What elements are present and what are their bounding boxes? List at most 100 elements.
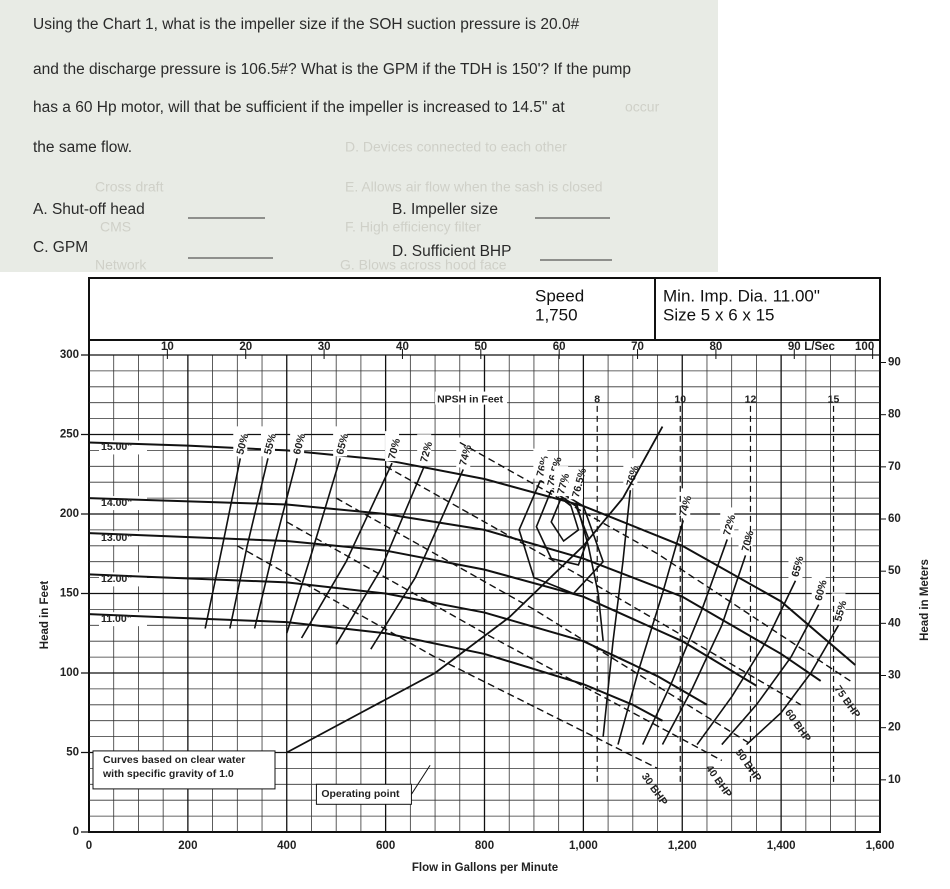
- answer-label: B. Impeller size: [392, 201, 498, 218]
- impeller-curve: [88, 573, 708, 706]
- efficiency-label: 76%: [624, 464, 641, 488]
- impeller-curve: [88, 532, 757, 687]
- bhp-line: [459, 441, 851, 682]
- label-bg: [788, 548, 803, 579]
- callout-leader: [410, 764, 431, 795]
- top-tick-label: 90: [788, 341, 801, 353]
- x-axis-title: Flow in Gallons per Minute: [412, 862, 558, 874]
- top-tick-label: 80: [710, 341, 723, 353]
- bleed-text: CMS: [100, 219, 131, 235]
- efficiency-curve: [535, 489, 590, 566]
- label-bg: [417, 434, 432, 465]
- efficiency-curve: [285, 458, 341, 634]
- efficiency-curve: [253, 458, 298, 629]
- y2-tick-label: 20: [888, 722, 901, 734]
- efficiency-curve: [745, 624, 840, 746]
- impeller-label: 14.00": [101, 497, 132, 509]
- efficiency-curve: [204, 458, 242, 629]
- x-tick-label: 400: [277, 840, 296, 852]
- bleed-text: G. Blows across hood face: [340, 257, 507, 273]
- label-bg: [554, 466, 569, 497]
- plot: 0 200 400 600 800 1,000 1,200 1,400 1,600 0 50 100 1…: [60, 341, 901, 852]
- efficiency-label: 70%: [386, 437, 403, 461]
- y2-tick-label: 50: [888, 565, 901, 577]
- question-line: has a 60 Hp motor, will that be sufficie…: [33, 99, 565, 116]
- npsh-label: 15: [828, 393, 840, 405]
- note-line: with specific gravity of 1.0: [102, 768, 234, 780]
- question: Using the Chart 1, what is the impeller …: [33, 16, 660, 273]
- label-bg: [831, 593, 846, 624]
- y2-axis-title: Head in Meters: [919, 559, 931, 641]
- note-box: [92, 750, 276, 790]
- efficiency-curve: [721, 604, 820, 746]
- impeller-label: 12.00": [101, 573, 132, 585]
- label-bg: [533, 448, 548, 479]
- bleed-text: Cross draft: [95, 179, 164, 195]
- efficiency-curve: [300, 462, 393, 639]
- speed-label: Speed: [535, 286, 584, 305]
- y-tick-label: 250: [60, 429, 79, 441]
- x-tick-label: 200: [178, 840, 197, 852]
- bhp-label: 30 BHP: [639, 771, 670, 808]
- efficiency-label: 60%: [291, 432, 308, 456]
- bleed-text: E. Allows air flow when the sash is clos…: [345, 179, 603, 195]
- bhp-label: 60 BHP: [782, 707, 813, 744]
- y-axis-title: Head in Feet: [39, 581, 51, 650]
- efficiency-curve: [602, 490, 632, 737]
- efficiency-label: 65%: [334, 432, 351, 456]
- bleed-text: Network: [95, 257, 147, 273]
- y2-tick-label: 80: [888, 409, 901, 421]
- efficiency-label: 65%: [789, 554, 806, 578]
- impeller-curve: [88, 613, 663, 722]
- bhp-line: [236, 545, 658, 770]
- speed-value: 1,750: [535, 305, 578, 324]
- efficiency-label: 72%: [721, 513, 738, 537]
- y-tick-label: 300: [60, 349, 79, 361]
- efficiency-label: 72%: [418, 440, 435, 464]
- y-tick-label: 50: [66, 747, 79, 759]
- efficiency-label: 70%: [740, 529, 757, 553]
- top-tick-label: 50: [474, 341, 487, 353]
- label-bg: [260, 426, 275, 457]
- bleed-text: F. High efficiency filter: [345, 219, 481, 235]
- question-line: the same flow.: [33, 139, 132, 156]
- label-bg: [333, 426, 348, 457]
- x-tick-label: 1,400: [767, 840, 796, 852]
- efficiency-curve: [696, 580, 797, 746]
- note-line: Curves based on clear water: [103, 754, 245, 766]
- efficiency-curve: [661, 555, 747, 745]
- x-tick-label: 1,200: [668, 840, 697, 852]
- x-tick-label: 1,600: [866, 840, 895, 852]
- label-bg: [233, 426, 248, 457]
- answer-label: D. Sufficient BHP: [392, 243, 511, 260]
- efficiency-label: 55%: [832, 599, 849, 623]
- y-tick-label: 0: [73, 826, 79, 838]
- photo-panel: [0, 0, 718, 272]
- x-tick-label: 800: [475, 840, 494, 852]
- npsh-label: 8: [594, 393, 600, 405]
- x-tick-label: 600: [376, 840, 395, 852]
- npsh-label: 12: [745, 393, 757, 405]
- top-tick-label: 60: [553, 341, 566, 353]
- label-bg: [290, 426, 305, 457]
- answer-label: C. GPM: [33, 239, 88, 256]
- efficiency-label: 60%: [813, 578, 830, 602]
- npsh-title: NPSH in Feet: [437, 393, 503, 405]
- answer-blanks: [188, 217, 612, 261]
- pump-size: Size 5 x 6 x 15: [663, 305, 775, 324]
- answer-label: A. Shut-off head: [33, 201, 145, 218]
- impeller-label: 15.00": [101, 441, 132, 453]
- top-tick-label: 30: [318, 341, 331, 353]
- efficiency-curve: [641, 539, 728, 745]
- efficiency-label: 55%: [262, 432, 279, 456]
- label-bg: [568, 469, 583, 500]
- efficiency-label: 50%: [234, 432, 251, 456]
- impeller-curve: [88, 441, 856, 666]
- label-bg: [811, 572, 826, 603]
- question-line: Using the Chart 1, what is the impeller …: [33, 16, 580, 33]
- top-tick-label: 70: [631, 341, 644, 353]
- bhp-line: [385, 465, 802, 706]
- efficiency-label: 77%: [555, 472, 572, 496]
- top-tick-label: 40: [396, 341, 409, 353]
